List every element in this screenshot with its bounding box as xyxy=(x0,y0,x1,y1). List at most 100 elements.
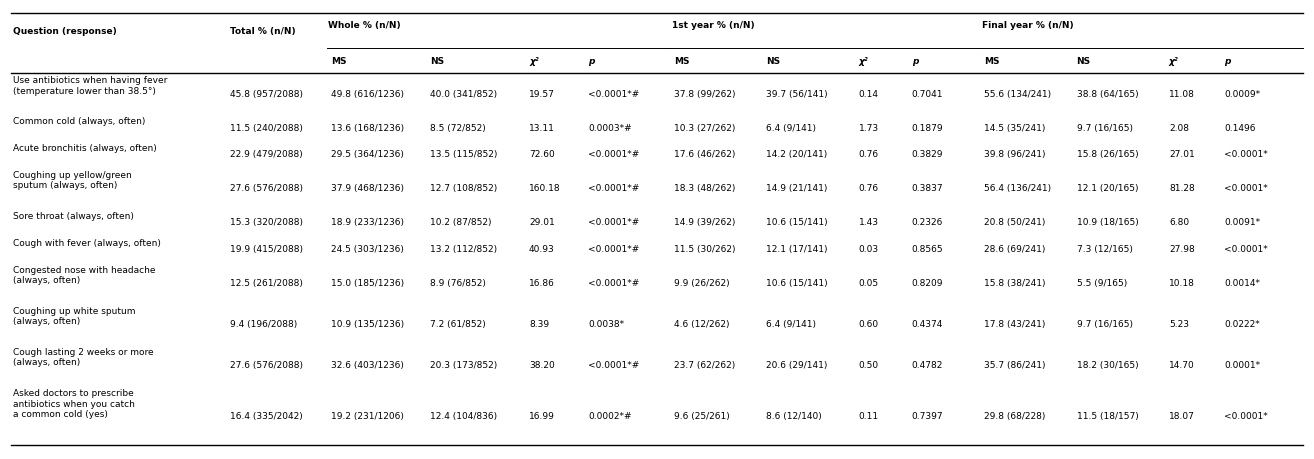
Text: 32.6 (403/1236): 32.6 (403/1236) xyxy=(331,361,403,369)
Text: 9.4 (196/2088): 9.4 (196/2088) xyxy=(230,319,297,329)
Text: 8.5 (72/852): 8.5 (72/852) xyxy=(430,123,486,132)
Text: 56.4 (136/241): 56.4 (136/241) xyxy=(984,184,1051,193)
Text: 7.3 (12/165): 7.3 (12/165) xyxy=(1076,245,1133,253)
Text: MS: MS xyxy=(984,56,1000,66)
Text: 29.5 (364/1236): 29.5 (364/1236) xyxy=(331,150,403,159)
Text: 0.0002*#: 0.0002*# xyxy=(589,411,632,420)
Text: <0.0001*#: <0.0001*# xyxy=(589,218,640,227)
Text: Total % (n/N): Total % (n/N) xyxy=(230,27,296,36)
Text: <0.0001*: <0.0001* xyxy=(1225,150,1268,159)
Text: NS: NS xyxy=(1076,56,1091,66)
Text: Acute bronchitis (always, often): Acute bronchitis (always, often) xyxy=(13,144,156,153)
Text: 17.6 (46/262): 17.6 (46/262) xyxy=(674,150,736,159)
Text: 0.0014*: 0.0014* xyxy=(1225,279,1260,287)
Text: 27.6 (576/2088): 27.6 (576/2088) xyxy=(230,184,302,193)
Text: 13.2 (112/852): 13.2 (112/852) xyxy=(430,245,497,253)
Text: 14.9 (39/262): 14.9 (39/262) xyxy=(674,218,736,227)
Text: 9.7 (16/165): 9.7 (16/165) xyxy=(1076,123,1133,132)
Text: NS: NS xyxy=(766,56,781,66)
Text: 72.60: 72.60 xyxy=(530,150,555,159)
Text: 16.4 (335/2042): 16.4 (335/2042) xyxy=(230,411,302,420)
Text: 10.9 (18/165): 10.9 (18/165) xyxy=(1076,218,1138,227)
Text: 0.50: 0.50 xyxy=(859,361,879,369)
Text: 0.7397: 0.7397 xyxy=(912,411,943,420)
Text: <0.0001*#: <0.0001*# xyxy=(589,279,640,287)
Text: 0.3829: 0.3829 xyxy=(912,150,943,159)
Text: 20.6 (29/141): 20.6 (29/141) xyxy=(766,361,828,369)
Text: 10.6 (15/141): 10.6 (15/141) xyxy=(766,218,828,227)
Text: MS: MS xyxy=(674,56,690,66)
Text: 0.0038*: 0.0038* xyxy=(589,319,624,329)
Text: 0.60: 0.60 xyxy=(859,319,879,329)
Text: 0.11: 0.11 xyxy=(859,411,879,420)
Text: 40.93: 40.93 xyxy=(530,245,555,253)
Text: 19.2 (231/1206): 19.2 (231/1206) xyxy=(331,411,403,420)
Text: 39.7 (56/141): 39.7 (56/141) xyxy=(766,90,828,98)
Text: 12.5 (261/2088): 12.5 (261/2088) xyxy=(230,279,302,287)
Text: 0.1879: 0.1879 xyxy=(912,123,943,132)
Text: 55.6 (134/241): 55.6 (134/241) xyxy=(984,90,1051,98)
Text: χ²: χ² xyxy=(1169,56,1179,66)
Text: 0.8209: 0.8209 xyxy=(912,279,943,287)
Text: 14.9 (21/141): 14.9 (21/141) xyxy=(766,184,828,193)
Text: Congested nose with headache
(always, often): Congested nose with headache (always, of… xyxy=(13,265,155,285)
Text: 23.7 (62/262): 23.7 (62/262) xyxy=(674,361,736,369)
Text: 17.8 (43/241): 17.8 (43/241) xyxy=(984,319,1046,329)
Text: 6.4 (9/141): 6.4 (9/141) xyxy=(766,123,816,132)
Text: 15.3 (320/2088): 15.3 (320/2088) xyxy=(230,218,302,227)
Text: p: p xyxy=(912,56,918,66)
Text: 18.2 (30/165): 18.2 (30/165) xyxy=(1076,361,1138,369)
Text: 13.11: 13.11 xyxy=(530,123,555,132)
Text: <0.0001*#: <0.0001*# xyxy=(589,245,640,253)
Text: Use antibiotics when having fever
(temperature lower than 38.5°): Use antibiotics when having fever (tempe… xyxy=(13,76,167,95)
Text: 0.0009*: 0.0009* xyxy=(1225,90,1260,98)
Text: 18.3 (48/262): 18.3 (48/262) xyxy=(674,184,736,193)
Text: <0.0001*#: <0.0001*# xyxy=(589,90,640,98)
Text: 18.07: 18.07 xyxy=(1169,411,1194,420)
Text: 0.3837: 0.3837 xyxy=(912,184,943,193)
Text: χ²: χ² xyxy=(859,56,869,66)
Text: 49.8 (616/1236): 49.8 (616/1236) xyxy=(331,90,405,98)
Text: <0.0001*: <0.0001* xyxy=(1225,411,1268,420)
Text: 12.4 (104/836): 12.4 (104/836) xyxy=(430,411,497,420)
Text: 11.5 (30/262): 11.5 (30/262) xyxy=(674,245,736,253)
Text: 27.01: 27.01 xyxy=(1169,150,1194,159)
Text: Cough lasting 2 weeks or more
(always, often): Cough lasting 2 weeks or more (always, o… xyxy=(13,347,154,367)
Text: 39.8 (96/241): 39.8 (96/241) xyxy=(984,150,1046,159)
Text: 0.0091*: 0.0091* xyxy=(1225,218,1260,227)
Text: 20.8 (50/241): 20.8 (50/241) xyxy=(984,218,1046,227)
Text: 0.1496: 0.1496 xyxy=(1225,123,1256,132)
Text: 40.0 (341/852): 40.0 (341/852) xyxy=(430,90,497,98)
Text: 15.8 (38/241): 15.8 (38/241) xyxy=(984,279,1046,287)
Text: <0.0001*: <0.0001* xyxy=(1225,184,1268,193)
Text: <0.0001*#: <0.0001*# xyxy=(589,184,640,193)
Text: 0.0003*#: 0.0003*# xyxy=(589,123,632,132)
Text: 6.4 (9/141): 6.4 (9/141) xyxy=(766,319,816,329)
Text: Coughing up white sputum
(always, often): Coughing up white sputum (always, often) xyxy=(13,306,135,325)
Text: 27.98: 27.98 xyxy=(1169,245,1194,253)
Text: 10.2 (87/852): 10.2 (87/852) xyxy=(430,218,491,227)
Text: Final year % (n/N): Final year % (n/N) xyxy=(982,21,1074,30)
Text: 12.1 (17/141): 12.1 (17/141) xyxy=(766,245,828,253)
Text: 10.3 (27/262): 10.3 (27/262) xyxy=(674,123,736,132)
Text: 1.73: 1.73 xyxy=(859,123,879,132)
Text: 15.0 (185/1236): 15.0 (185/1236) xyxy=(331,279,405,287)
Text: 2.08: 2.08 xyxy=(1169,123,1189,132)
Text: 8.39: 8.39 xyxy=(530,319,549,329)
Text: 16.86: 16.86 xyxy=(530,279,555,287)
Text: 10.9 (135/1236): 10.9 (135/1236) xyxy=(331,319,405,329)
Text: 9.9 (26/262): 9.9 (26/262) xyxy=(674,279,729,287)
Text: 8.9 (76/852): 8.9 (76/852) xyxy=(430,279,486,287)
Text: Common cold (always, often): Common cold (always, often) xyxy=(13,117,146,126)
Text: 10.6 (15/141): 10.6 (15/141) xyxy=(766,279,828,287)
Text: MS: MS xyxy=(331,56,347,66)
Text: 0.4782: 0.4782 xyxy=(912,361,943,369)
Text: 0.76: 0.76 xyxy=(859,150,879,159)
Text: 5.5 (9/165): 5.5 (9/165) xyxy=(1076,279,1127,287)
Text: 45.8 (957/2088): 45.8 (957/2088) xyxy=(230,90,302,98)
Text: 27.6 (576/2088): 27.6 (576/2088) xyxy=(230,361,302,369)
Text: 7.2 (61/852): 7.2 (61/852) xyxy=(430,319,486,329)
Text: 160.18: 160.18 xyxy=(530,184,561,193)
Text: 12.1 (20/165): 12.1 (20/165) xyxy=(1076,184,1138,193)
Text: 19.9 (415/2088): 19.9 (415/2088) xyxy=(230,245,302,253)
